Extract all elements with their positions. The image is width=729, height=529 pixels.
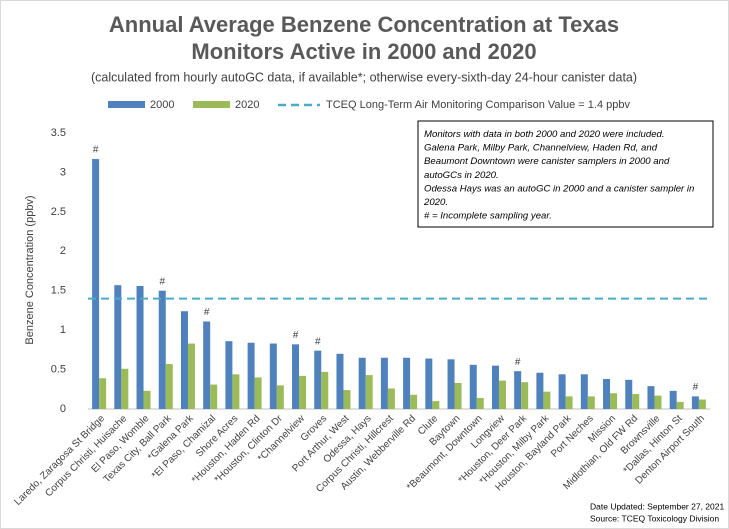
y-tick-label: 1.5 — [51, 285, 66, 297]
chart-title: Monitors Active in 2000 and 2020 — [191, 39, 536, 64]
bar — [514, 371, 522, 409]
y-tick-label: 2 — [60, 245, 66, 257]
bar — [247, 342, 255, 409]
bar — [269, 343, 277, 409]
bar — [698, 399, 706, 409]
chart-title: Annual Average Benzene Concentration at … — [109, 12, 619, 37]
bar — [225, 341, 233, 409]
source: Source: TCEQ Toxicology Division — [590, 513, 719, 523]
bar — [136, 285, 144, 409]
bar — [498, 380, 506, 409]
bar — [232, 374, 240, 409]
legend-label: 2020 — [235, 99, 259, 111]
note-line: 2020. — [423, 197, 448, 208]
y-tick-label: 0.5 — [51, 363, 66, 375]
bar — [691, 396, 699, 409]
bar — [521, 382, 529, 409]
y-tick-label: 0 — [60, 403, 66, 415]
bar — [314, 350, 322, 409]
bar — [180, 311, 188, 409]
bar — [587, 396, 595, 409]
legend-swatch — [193, 101, 230, 108]
bar — [632, 394, 640, 409]
bar — [476, 397, 484, 409]
bar — [365, 375, 373, 409]
bar — [647, 386, 655, 409]
bar — [380, 357, 388, 409]
bar — [543, 391, 551, 409]
bar — [321, 371, 329, 409]
flag-label: # — [204, 307, 210, 318]
bar — [299, 375, 307, 409]
bar — [336, 353, 344, 409]
bar — [536, 372, 544, 409]
bar — [292, 344, 300, 409]
bar — [358, 357, 366, 409]
bar — [99, 378, 107, 409]
bar — [432, 401, 440, 409]
y-tick-label: 3.5 — [51, 127, 66, 139]
note-line: Beaumont Downtown were canister samplers… — [424, 156, 670, 167]
bar — [143, 390, 151, 409]
note-line: Galena Park, Milby Park, Channelview, Ha… — [424, 143, 658, 154]
flag-label: # — [159, 276, 165, 287]
note-line: # = Incomplete sampling year. — [424, 211, 552, 222]
bar — [403, 357, 411, 409]
bar — [114, 285, 122, 409]
notes-box — [417, 120, 714, 228]
bar — [491, 365, 499, 409]
bar — [565, 396, 573, 409]
bar — [610, 393, 618, 409]
bar — [558, 374, 566, 409]
bar — [158, 290, 166, 409]
flag-label: # — [293, 330, 299, 341]
bar — [654, 395, 662, 409]
y-tick-label: 3 — [60, 166, 66, 178]
note-line: Monitors with data in both 2000 and 2020… — [424, 129, 665, 140]
bar — [603, 379, 611, 409]
bar — [676, 401, 684, 409]
y-tick-label: 2.5 — [51, 206, 66, 218]
legend-swatch — [108, 101, 145, 108]
bar — [580, 374, 588, 409]
date-updated: Date Updated: September 27, 2021 — [590, 501, 724, 511]
bar — [92, 159, 100, 409]
bar — [410, 394, 418, 409]
bar — [387, 388, 395, 409]
note-line: Odessa Hays was an autoGC in 2000 and a … — [424, 183, 694, 194]
note-line: autoGCs in 2020. — [424, 170, 499, 181]
flag-label: # — [315, 336, 321, 347]
bar — [669, 390, 677, 409]
legend-label: TCEQ Long-Term Air Monitoring Comparison… — [326, 99, 630, 111]
bar — [425, 358, 433, 409]
flag-label: # — [515, 357, 521, 368]
bar — [210, 384, 218, 409]
bar — [343, 390, 351, 409]
flag-label: # — [693, 382, 699, 393]
bar — [454, 382, 462, 409]
bar — [187, 343, 195, 409]
bar — [203, 321, 211, 409]
bar — [121, 368, 129, 409]
chart-subtitle: (calculated from hourly autoGC data, if … — [91, 70, 637, 84]
bar — [447, 359, 455, 409]
bar — [165, 364, 173, 409]
y-tick-label: 1 — [60, 324, 66, 336]
y-axis-label: Benzene Concentration (ppbv) — [24, 195, 36, 344]
legend-label: 2000 — [150, 99, 174, 111]
bar — [276, 385, 284, 409]
flag-label: # — [93, 145, 99, 156]
bar — [254, 377, 262, 409]
bar — [625, 379, 633, 409]
bar — [469, 364, 477, 409]
